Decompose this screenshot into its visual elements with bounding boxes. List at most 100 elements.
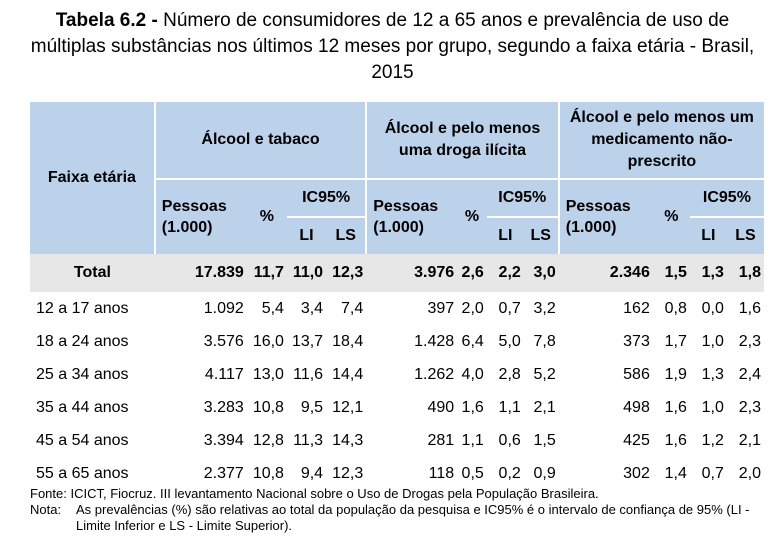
cell: 4,0 bbox=[461, 365, 484, 383]
table-notes: Fonte: ICICT, Fiocruz. III levantamento … bbox=[30, 486, 770, 534]
cell: 0,0 bbox=[701, 299, 724, 317]
cell: 5,0 bbox=[498, 332, 521, 350]
cell: 281 bbox=[427, 431, 455, 449]
header-pct-1: % bbox=[246, 178, 287, 254]
cell: 6,4 bbox=[461, 332, 484, 350]
methodology-note: Nota: As prevalências (%) são relativas … bbox=[30, 502, 770, 534]
cell: 1.092 bbox=[203, 299, 244, 317]
header-ic-3: IC95% bbox=[689, 178, 764, 217]
cell: 12,3 bbox=[326, 254, 367, 292]
note-label: Nota: bbox=[30, 502, 62, 517]
cell: 0,5 bbox=[461, 464, 484, 482]
row-label: 35 a 44 anos bbox=[36, 398, 129, 416]
cell: 3.976 bbox=[366, 254, 458, 292]
row-label: 12 a 17 anos bbox=[36, 299, 129, 317]
cell: 498 bbox=[623, 398, 650, 416]
header-ic-1: IC95% bbox=[286, 178, 367, 217]
header-pessoas-3: Pessoas (1.000) bbox=[557, 178, 653, 254]
cell: 0,9 bbox=[533, 464, 556, 482]
cell: 586 bbox=[623, 365, 650, 383]
cell: 0,2 bbox=[498, 464, 521, 482]
cell: 1,5 bbox=[652, 254, 690, 292]
header-row-groups: Faixa etária Álcool e tabaco Álcool e pe… bbox=[30, 102, 764, 254]
cell: 13,0 bbox=[252, 365, 284, 383]
cell: 490 bbox=[427, 398, 455, 416]
cell: 11,3 bbox=[293, 431, 324, 449]
cell: 12,3 bbox=[332, 464, 364, 482]
cell: 3.394 bbox=[203, 431, 244, 449]
cell: 1,3 bbox=[701, 365, 724, 383]
cell: 1,3 bbox=[689, 254, 727, 292]
table-caption: Número de consumidores de 12 a 65 anos e… bbox=[30, 10, 755, 83]
source-note: Fonte: ICICT, Fiocruz. III levantamento … bbox=[30, 486, 599, 501]
cell: 373 bbox=[623, 332, 650, 350]
row-label: 18 a 24 anos bbox=[36, 332, 129, 350]
cell: 1,6 bbox=[664, 398, 687, 416]
header-li-3: LI bbox=[689, 216, 727, 254]
table-row: 45 a 54 anos 3.394 12,8 11,3 14,3 281 1,… bbox=[30, 424, 764, 457]
cell: 2,1 bbox=[533, 398, 556, 416]
cell: 1,1 bbox=[461, 431, 484, 449]
cell: 0,7 bbox=[701, 464, 724, 482]
cell: 0,8 bbox=[664, 299, 687, 317]
header-ls-2: LS bbox=[523, 216, 559, 254]
cell: 1,6 bbox=[461, 398, 484, 416]
cell: 1,2 bbox=[701, 431, 724, 449]
header-pessoas-2: Pessoas (1.000) bbox=[365, 178, 458, 254]
cell: 10,8 bbox=[252, 464, 284, 482]
table-title: Tabela 6.2 - Número de consumidores de 1… bbox=[20, 8, 765, 86]
table-row: 55 a 65 anos 2.377 10,8 9,4 12,3 118 0,5… bbox=[30, 457, 764, 490]
header-li-2: LI bbox=[486, 216, 524, 254]
cell: 12,8 bbox=[252, 431, 284, 449]
table-row: 25 a 34 anos 4.117 13,0 11,6 14,4 1.262 … bbox=[30, 358, 764, 391]
header-group-alcool-droga: Álcool e pelo menos uma droga ilícita bbox=[365, 102, 559, 179]
cell: 162 bbox=[623, 299, 650, 317]
header-row-measures: Pessoas (1.000) % IC95% Pessoas (1.000) … bbox=[30, 178, 764, 254]
cell: 7,4 bbox=[341, 299, 364, 317]
header-pessoas-1: Pessoas (1.000) bbox=[153, 178, 247, 254]
header-group-alcool-medicamento: Álcool e pelo menos um medicamento não-p… bbox=[557, 102, 764, 179]
cell: 3.283 bbox=[203, 398, 244, 416]
cell: 2,3 bbox=[738, 332, 761, 350]
cell: 3,2 bbox=[533, 299, 556, 317]
cell: 2,1 bbox=[738, 431, 761, 449]
cell: 118 bbox=[428, 464, 455, 482]
header-li-1: LI bbox=[286, 216, 327, 254]
cell: 16,0 bbox=[252, 332, 284, 350]
cell: 1.262 bbox=[414, 365, 455, 383]
cell: 12,1 bbox=[332, 398, 364, 416]
row-label: Total bbox=[30, 254, 155, 292]
header-ic-2: IC95% bbox=[486, 178, 559, 217]
table-row: 35 a 44 anos 3.283 10,8 9,5 12,1 490 1,6… bbox=[30, 391, 764, 424]
cell: 1,6 bbox=[738, 299, 761, 317]
cell: 2,0 bbox=[461, 299, 484, 317]
cell: 2,4 bbox=[738, 365, 761, 383]
header-ls-3: LS bbox=[726, 216, 764, 254]
header-ls-1: LS bbox=[326, 216, 367, 254]
cell: 2,8 bbox=[498, 365, 521, 383]
cell: 18,4 bbox=[332, 332, 364, 350]
cell: 1,9 bbox=[664, 365, 687, 383]
cell: 2.346 bbox=[558, 254, 653, 292]
cell: 3,4 bbox=[300, 299, 324, 317]
cell: 2,6 bbox=[457, 254, 487, 292]
cell: 0,7 bbox=[498, 299, 521, 317]
table-row: 18 a 24 anos 3.576 16,0 13,7 18,4 1.428 … bbox=[30, 325, 764, 358]
header-row-limits: LI LS LI LS LI LS bbox=[30, 216, 764, 254]
cell: 2,2 bbox=[486, 254, 524, 292]
cell: 5,2 bbox=[533, 365, 556, 383]
cell: 5,4 bbox=[261, 299, 284, 317]
cell: 1.428 bbox=[414, 332, 455, 350]
cell: 3,0 bbox=[523, 254, 559, 292]
cell: 2.377 bbox=[203, 464, 244, 482]
header-faixa-etaria: Faixa etária bbox=[30, 102, 155, 254]
cell: 425 bbox=[623, 431, 650, 449]
cell: 0,6 bbox=[498, 431, 521, 449]
cell: 302 bbox=[623, 464, 650, 482]
cell: 13,7 bbox=[291, 332, 324, 350]
cell: 17.839 bbox=[154, 254, 247, 292]
cell: 9,5 bbox=[300, 398, 324, 416]
cell: 14,4 bbox=[332, 365, 364, 383]
cell: 14,3 bbox=[332, 431, 364, 449]
row-label: 25 a 34 anos bbox=[36, 365, 129, 383]
